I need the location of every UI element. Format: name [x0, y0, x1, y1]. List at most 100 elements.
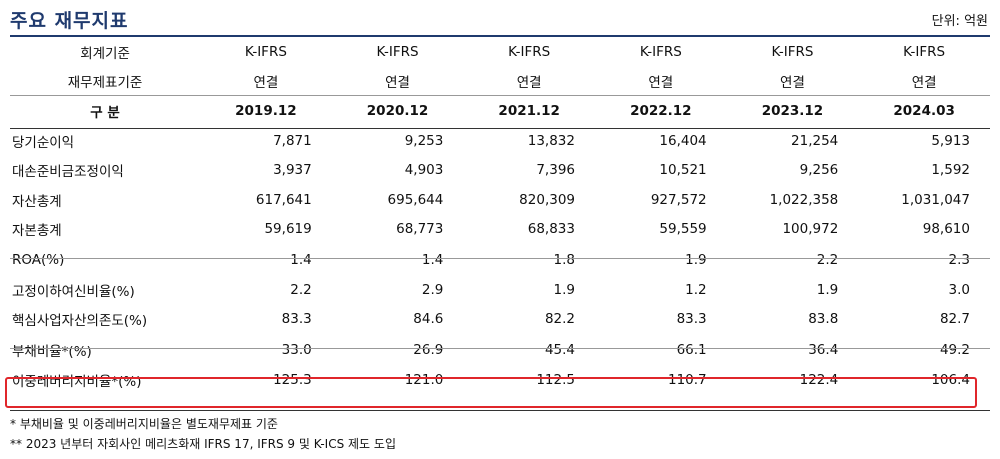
table-row: 대손준비금조정이익 3,937 4,903 7,396 10,521 9,256… — [10, 156, 990, 186]
value-cell: 3.0 — [948, 281, 970, 298]
value-cell: 7,871 — [273, 132, 312, 149]
row-label: 부채비율*(%) — [12, 343, 92, 360]
value-cell: 110.7 — [667, 371, 707, 388]
value-cell: 100,972 — [782, 221, 839, 238]
value-cell: 68,773 — [396, 221, 444, 238]
value-cell: 1.2 — [685, 281, 707, 298]
value-cell: 1.4 — [290, 251, 312, 268]
header-cell: 연결 — [253, 74, 279, 91]
value-cell: 49.2 — [939, 341, 970, 358]
table-row: 자산총계 617,641 695,644 820,309 927,572 1,0… — [10, 185, 990, 215]
value-cell: 1,022,358 — [769, 191, 839, 208]
row-label: 자본총계 — [12, 223, 62, 240]
value-cell: 9,253 — [404, 132, 444, 149]
header-cell: 연결 — [911, 74, 937, 91]
value-cell: 121.0 — [404, 371, 444, 388]
value-cell: 9,256 — [799, 162, 839, 179]
value-cell: 26.9 — [413, 341, 444, 358]
header-divider — [10, 95, 990, 96]
section-divider — [10, 128, 990, 129]
header-cell: K-IFRS — [376, 43, 419, 60]
value-cell: 927,572 — [650, 191, 707, 208]
value-cell: 1.9 — [553, 281, 575, 298]
section-divider — [10, 258, 990, 259]
value-cell: 2.2 — [816, 251, 839, 268]
table-row: ROA(%) 1.4 1.4 1.8 1.9 2.2 2.3 — [10, 244, 990, 275]
value-cell: 7,396 — [536, 162, 575, 179]
header-cell: K-IFRS — [771, 43, 814, 60]
value-cell: 112.5 — [536, 371, 575, 388]
value-cell: 125.3 — [273, 371, 312, 388]
header-cell: 연결 — [385, 74, 410, 91]
row-label: 고정이하여신비율(%) — [12, 283, 135, 300]
header-label: 회계기준 — [80, 45, 130, 62]
table-row: 부채비율*(%) 33.0 26.9 45.4 66.1 36.4 49.2 — [10, 334, 990, 365]
period-cell: 2019.12 — [235, 102, 297, 119]
value-cell: 66.1 — [676, 341, 707, 358]
value-cell: 1,592 — [931, 162, 970, 179]
header-row-period: 구 분 2019.12 2020.12 2021.12 2022.12 2023… — [10, 95, 990, 126]
value-cell: 83.3 — [676, 311, 707, 328]
row-label: 핵심사업자산의존도(%) — [12, 313, 148, 330]
header-row-basis: 재무제표기준 연결 연결 연결 연결 연결 연결 — [10, 66, 990, 95]
value-cell: 617,641 — [255, 191, 312, 208]
value-cell: 695,644 — [387, 191, 444, 208]
value-cell: 122.4 — [799, 371, 839, 388]
value-cell: 16,404 — [659, 132, 707, 149]
value-cell: 5,913 — [931, 132, 970, 149]
value-cell: 4,903 — [404, 162, 444, 179]
page-title: 주요 재무지표 — [10, 10, 129, 32]
footnote: * 부채비율 및 이중레버리지비율은 별도재무제표 기준 — [10, 417, 278, 431]
row-label: 당기순이익 — [12, 134, 75, 151]
value-cell: 83.3 — [281, 311, 312, 328]
value-cell: 1.4 — [421, 251, 444, 268]
footnotes: * 부채비율 및 이중레버리지비율은 별도재무제표 기준 ** 2023 년부터… — [10, 414, 396, 454]
value-cell: 59,559 — [659, 221, 707, 238]
value-cell: 59,619 — [264, 221, 312, 238]
value-cell: 45.4 — [544, 341, 575, 358]
header-cell: K-IFRS — [639, 43, 682, 60]
financial-table: 회계기준 K-IFRS K-IFRS K-IFRS K-IFRS K-IFRS … — [10, 37, 990, 395]
header-cell: 연결 — [648, 74, 674, 91]
value-cell: 33.0 — [281, 341, 312, 358]
footnote: ** 2023 년부터 자회사인 메리츠화재 IFRS 17, IFRS 9 및… — [10, 437, 396, 451]
value-cell: 98,610 — [922, 221, 970, 238]
value-cell: 3,937 — [273, 162, 312, 179]
header-cell: K-IFRS — [903, 43, 946, 60]
period-cell: 2023.12 — [761, 102, 824, 119]
value-cell: 21,254 — [791, 132, 839, 149]
row-label: ROA(%) — [12, 251, 65, 268]
value-cell: 68,833 — [527, 221, 575, 238]
header-row-standard: 회계기준 K-IFRS K-IFRS K-IFRS K-IFRS K-IFRS … — [10, 37, 990, 66]
header-label: 재무제표기준 — [67, 74, 143, 91]
period-cell: 2024.03 — [893, 102, 955, 119]
value-cell: 1,031,047 — [901, 191, 970, 208]
value-cell: 1.9 — [816, 281, 839, 298]
bottom-rule — [10, 410, 990, 411]
value-cell: 2.9 — [421, 281, 444, 298]
value-cell: 2.2 — [290, 281, 312, 298]
value-cell: 84.6 — [413, 311, 444, 328]
header-label: 구 분 — [90, 104, 120, 121]
row-label: 대손준비금조정이익 — [12, 164, 124, 181]
unit-label: 단위: 억원 — [931, 14, 988, 29]
header-cell: 연결 — [780, 74, 805, 91]
table-row: 자본총계 59,619 68,773 68,833 59,559 100,972… — [10, 215, 990, 245]
value-cell: 82.2 — [544, 311, 575, 328]
period-cell: 2021.12 — [498, 102, 560, 119]
header-cell: K-IFRS — [508, 43, 551, 60]
period-cell: 2020.12 — [366, 102, 429, 119]
top-rule — [10, 35, 990, 37]
value-cell: 820,309 — [519, 191, 575, 208]
table-row: 핵심사업자산의존도(%) 83.3 84.6 82.2 83.3 83.8 82… — [10, 305, 990, 335]
table-row: 고정이하여신비율(%) 2.2 2.9 1.9 1.2 1.9 3.0 — [10, 275, 990, 305]
value-cell: 13,832 — [527, 132, 575, 149]
section-divider — [10, 348, 990, 349]
header-cell: K-IFRS — [244, 43, 287, 60]
row-label: 자산총계 — [12, 193, 62, 210]
period-cell: 2022.12 — [630, 102, 692, 119]
value-cell: 10,521 — [659, 162, 707, 179]
header-cell: 연결 — [516, 74, 542, 91]
value-cell: 83.8 — [808, 311, 839, 328]
value-cell: 36.4 — [808, 341, 839, 358]
